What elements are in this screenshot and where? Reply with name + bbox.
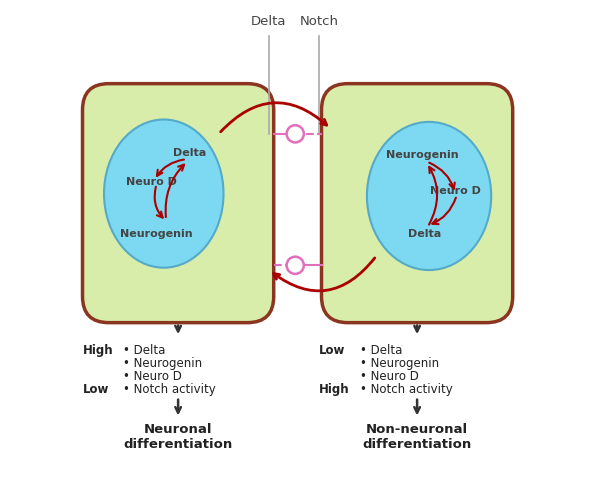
Ellipse shape <box>367 122 491 270</box>
Text: Low: Low <box>83 383 109 396</box>
Text: Delta: Delta <box>173 148 206 158</box>
Text: • Delta: • Delta <box>123 344 166 357</box>
Text: • Neuro D: • Neuro D <box>123 370 182 383</box>
Text: Neurogenin: Neurogenin <box>120 229 193 239</box>
Text: Low: Low <box>319 344 346 357</box>
Ellipse shape <box>104 120 224 268</box>
Text: Neuro D: Neuro D <box>127 177 177 186</box>
Text: • Neuro D: • Neuro D <box>360 370 419 383</box>
Circle shape <box>287 125 304 142</box>
Text: • Notch activity: • Notch activity <box>360 383 452 396</box>
Text: • Notch activity: • Notch activity <box>123 383 216 396</box>
Text: • Neurogenin: • Neurogenin <box>123 357 202 370</box>
Text: Neuro D: Neuro D <box>430 186 481 196</box>
Text: High: High <box>319 383 350 396</box>
Text: High: High <box>83 344 113 357</box>
Text: • Delta: • Delta <box>360 344 402 357</box>
Text: Neurogenin: Neurogenin <box>386 151 458 160</box>
FancyBboxPatch shape <box>83 84 274 323</box>
FancyBboxPatch shape <box>322 84 513 323</box>
Circle shape <box>287 257 304 274</box>
Text: Neuronal
differentiation: Neuronal differentiation <box>124 423 233 451</box>
Text: Delta: Delta <box>251 15 287 28</box>
Text: Notch: Notch <box>299 15 338 28</box>
Text: • Neurogenin: • Neurogenin <box>360 357 439 370</box>
Text: Non-neuronal
differentiation: Non-neuronal differentiation <box>362 423 472 451</box>
Text: Delta: Delta <box>407 229 441 239</box>
